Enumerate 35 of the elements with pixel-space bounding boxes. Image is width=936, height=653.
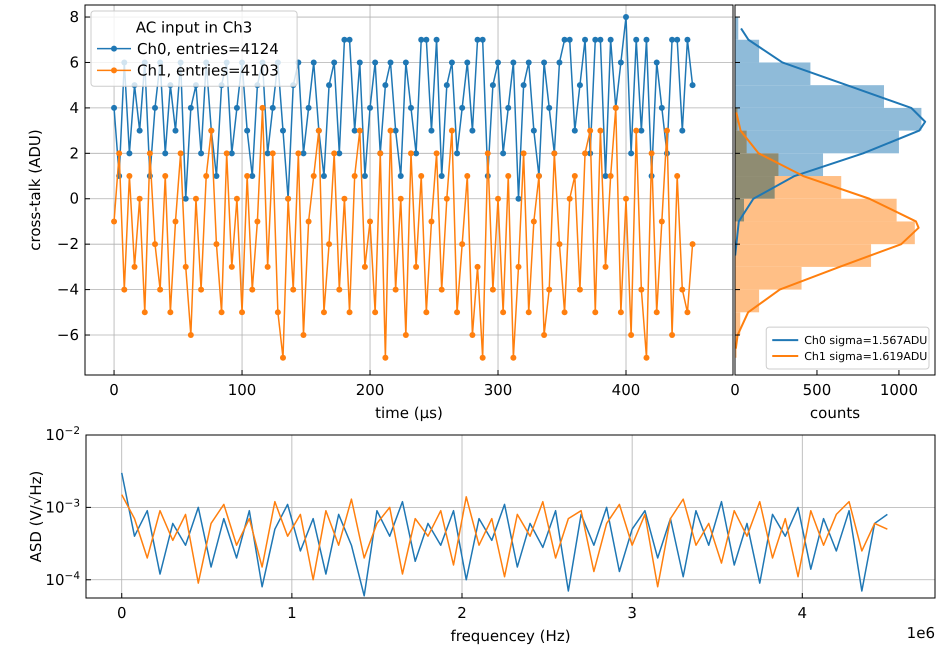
x-tick-label: 400 [612,381,640,399]
legend-label: Ch1 sigma=1.619ADU [804,350,928,363]
x-tick-label: 0 [730,381,740,399]
y-tick-label: 10$^{−2}$ [45,425,80,444]
x-tick-label: 200 [356,381,384,399]
legend-label: Ch1, entries=4103 [137,62,279,80]
y-tick-label: −6 [56,326,79,344]
x-tick-label: 0 [109,381,119,399]
text: 1e6 [906,624,935,642]
y-tick-label: −4 [56,280,79,299]
x-tick-label: 500 [802,381,832,399]
legend-label: Ch0 sigma=1.567ADU [804,334,928,347]
y-tick-label: −2 [56,235,79,254]
y-tick-label: 8 [69,8,79,26]
y-tick-label: 10$^{−3}$ [45,497,80,516]
x-tick-label: 1 [287,604,297,622]
x-tick-label: 100 [228,381,256,399]
x-tick-label: 1000 [880,381,918,399]
x-axis-title: frequencey (Hz) [450,627,571,645]
y-tick-label: 10$^{−4}$ [45,570,80,589]
x-tick-label: 3 [627,604,637,622]
y-tick-label: 4 [69,98,79,117]
y-tick-label: 0 [69,190,79,208]
x-axis-title: time (µs) [375,404,443,422]
legend-label: Ch0, entries=4124 [137,40,279,58]
x-tick-label: 4 [798,604,808,622]
legend-title: AC input in Ch3 [136,18,252,36]
y-tick-label: 6 [69,53,79,72]
y-tick-label: 2 [69,144,79,162]
y-axis-title: cross-talk (ADU) [26,129,44,251]
x-axis-title: counts [810,404,860,422]
x-tick-label: 300 [484,381,512,399]
x-tick-label: 2 [457,604,467,622]
y-axis-title: ASD (V/√Hz) [27,470,45,562]
x-tick-label: 0 [116,604,127,622]
